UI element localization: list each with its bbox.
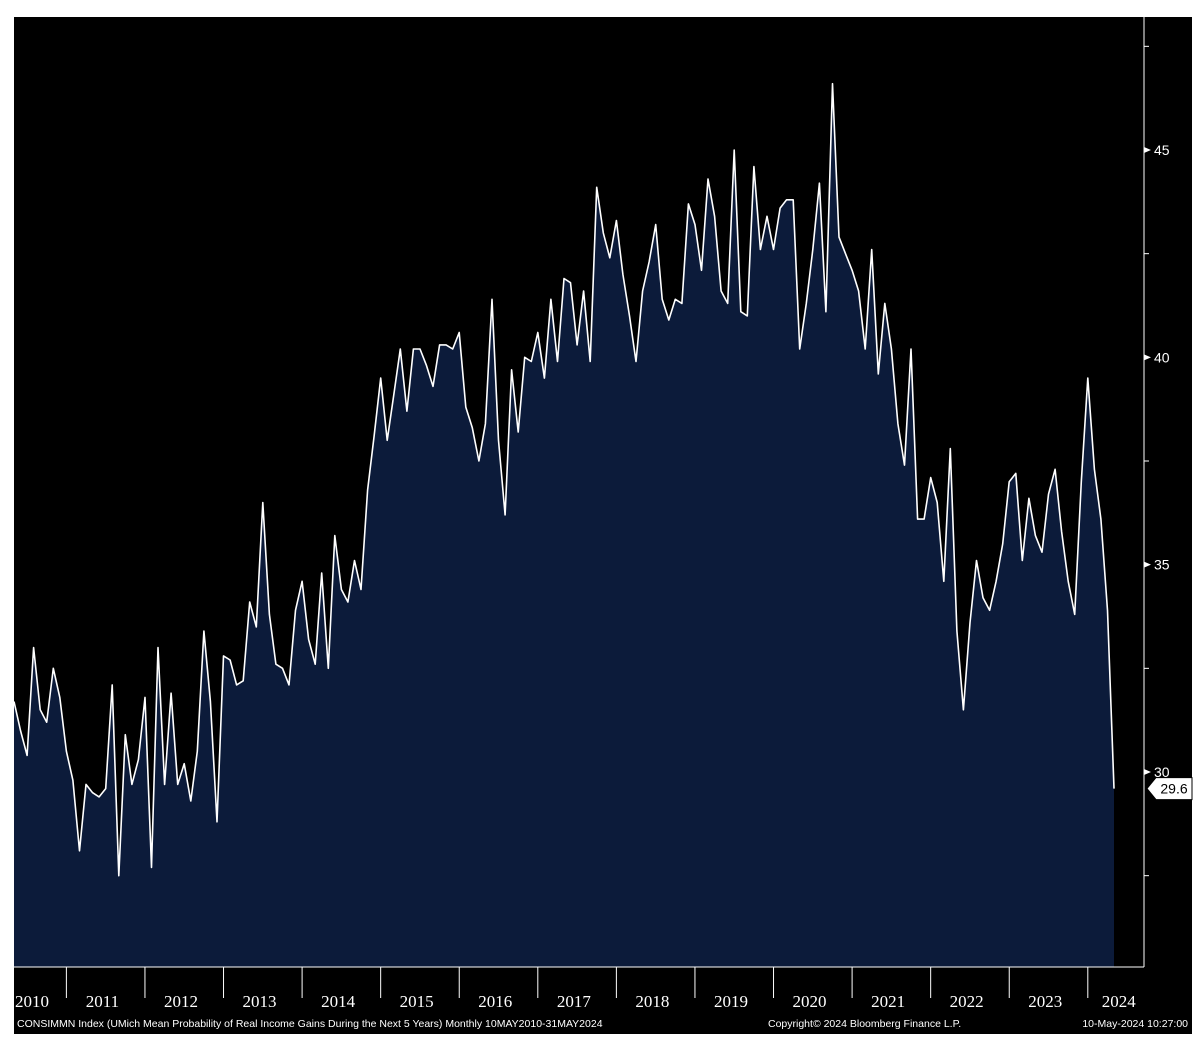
y-major-tick xyxy=(1144,769,1151,775)
x-tick-label: 2020 xyxy=(793,992,827,1011)
y-axis: 30 35 40 45 29.6 xyxy=(1143,17,1193,967)
y-tick-label: 30 xyxy=(1154,764,1170,780)
x-axis: 2010 2011 2012 2013 2014 2015 2016 2017 2018 2019… xyxy=(14,966,1144,1011)
x-tick-label: 2019 xyxy=(714,992,748,1011)
x-tick-label: 2018 xyxy=(635,992,669,1011)
y-tick-label: 40 xyxy=(1154,349,1170,365)
x-tick-label: 2012 xyxy=(164,992,198,1011)
y-major-tick xyxy=(1144,354,1151,361)
x-tick-label: 2015 xyxy=(400,992,434,1011)
x-tick-label: 2023 xyxy=(1028,992,1062,1011)
x-tick-label: 2013 xyxy=(243,992,277,1011)
series-description: CONSIMMN Index (UMich Mean Probability o… xyxy=(17,1018,603,1030)
last-value-label: 29.6 xyxy=(1160,781,1187,797)
x-tick-label: 2011 xyxy=(86,992,119,1011)
x-tick-label: 2017 xyxy=(557,992,592,1011)
y-tick-label: 45 xyxy=(1154,142,1170,158)
timestamp-text: 10-May-2024 10:27:00 xyxy=(1082,1018,1188,1030)
y-major-tick xyxy=(1144,147,1151,153)
x-tick-label: 2010 xyxy=(15,992,49,1011)
y-major-tick xyxy=(1144,561,1151,568)
x-tick-label: 2024 xyxy=(1102,992,1137,1011)
last-value-flag xyxy=(1146,777,1193,801)
copyright-text: Copyright© 2024 Bloomberg Finance L.P. xyxy=(768,1018,961,1030)
x-tick-label: 2016 xyxy=(478,992,512,1011)
x-tick-label: 2022 xyxy=(950,992,984,1011)
series-area xyxy=(14,83,1114,967)
series-line xyxy=(13,82,1115,877)
y-tick-label: 35 xyxy=(1154,557,1170,573)
plot-layer xyxy=(13,82,1115,967)
x-tick-label: 2014 xyxy=(321,992,356,1011)
x-tick-label: 2021 xyxy=(871,992,905,1011)
